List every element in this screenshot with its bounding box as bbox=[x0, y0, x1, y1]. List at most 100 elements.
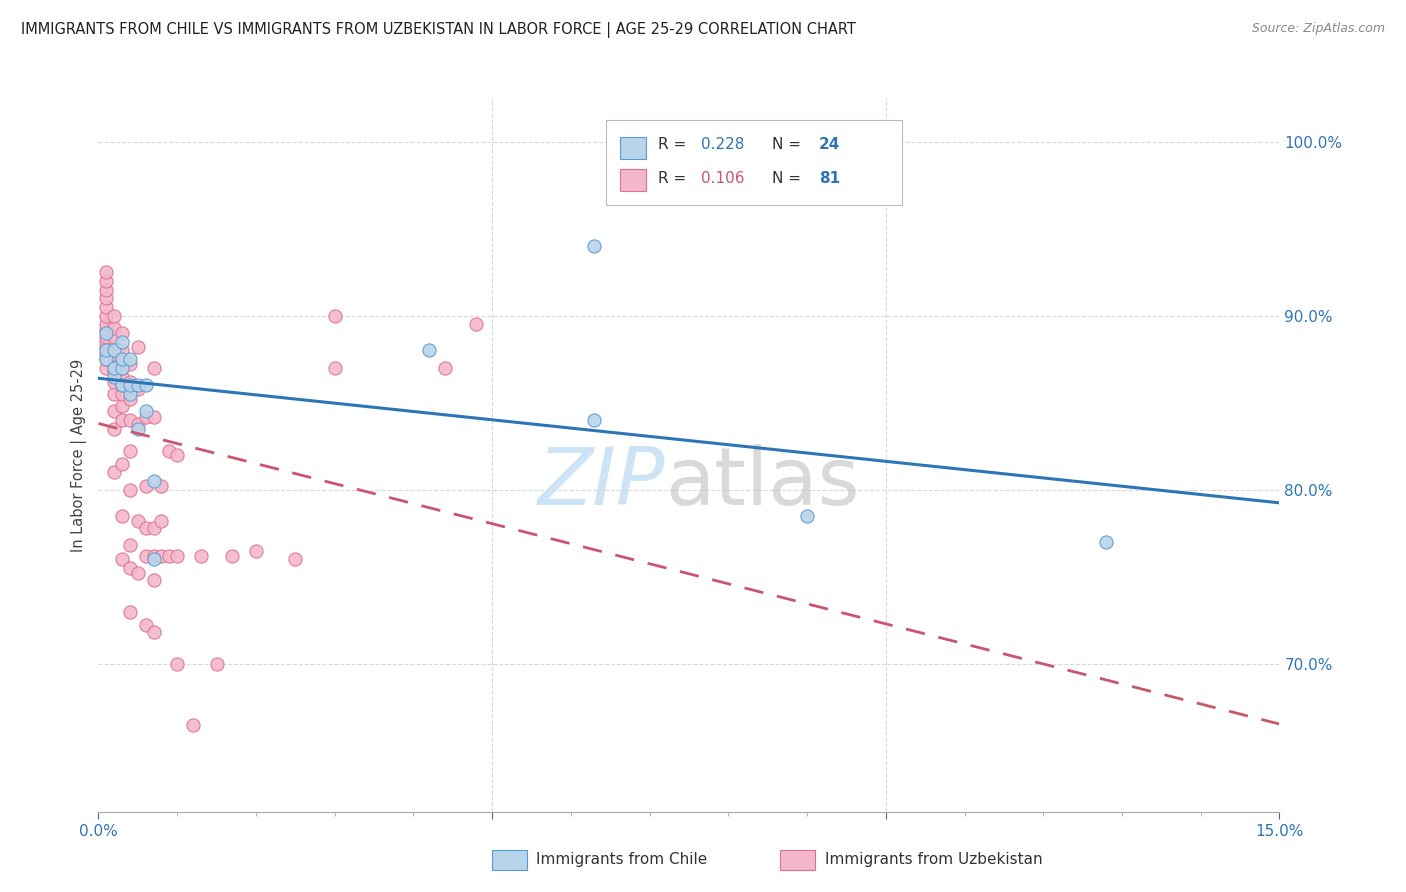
Point bbox=[245, 543, 267, 558]
Text: R =: R = bbox=[658, 170, 692, 186]
Point bbox=[127, 514, 149, 528]
Point bbox=[433, 360, 456, 375]
Point bbox=[142, 521, 165, 535]
Point bbox=[103, 347, 125, 361]
Point bbox=[111, 387, 134, 401]
Point bbox=[118, 444, 141, 458]
Point bbox=[103, 466, 125, 480]
Point bbox=[103, 329, 125, 343]
Point bbox=[111, 352, 134, 367]
Text: 0.228: 0.228 bbox=[700, 137, 744, 152]
Text: N =: N = bbox=[772, 170, 806, 186]
Point bbox=[166, 549, 188, 563]
Point bbox=[323, 309, 346, 323]
Point bbox=[1095, 535, 1118, 549]
Point bbox=[796, 508, 818, 523]
Point bbox=[135, 409, 157, 424]
Point bbox=[118, 392, 141, 407]
Point bbox=[142, 360, 165, 375]
Point bbox=[111, 369, 134, 384]
Point bbox=[96, 347, 118, 361]
Point bbox=[103, 375, 125, 389]
Point bbox=[118, 375, 141, 389]
Point bbox=[150, 549, 173, 563]
Point bbox=[284, 552, 307, 566]
Point bbox=[127, 566, 149, 581]
Point bbox=[127, 378, 149, 392]
Point bbox=[103, 309, 125, 323]
Text: 81: 81 bbox=[818, 170, 839, 186]
Point bbox=[103, 360, 125, 375]
Text: R =: R = bbox=[658, 137, 692, 152]
Point bbox=[118, 387, 141, 401]
Point bbox=[111, 326, 134, 340]
Text: Immigrants from Chile: Immigrants from Chile bbox=[536, 853, 707, 867]
Point bbox=[142, 549, 165, 563]
Bar bbox=[620, 136, 647, 159]
Point bbox=[135, 479, 157, 493]
Point bbox=[127, 382, 149, 396]
Point bbox=[118, 358, 141, 372]
Point bbox=[96, 343, 118, 358]
Point bbox=[96, 291, 118, 305]
Text: 24: 24 bbox=[818, 137, 841, 152]
Point bbox=[96, 329, 118, 343]
Point bbox=[127, 417, 149, 431]
Point bbox=[142, 625, 165, 640]
Point bbox=[111, 552, 134, 566]
Point bbox=[323, 360, 346, 375]
Point bbox=[205, 657, 228, 671]
Point bbox=[127, 422, 149, 436]
Point bbox=[103, 343, 125, 358]
Point bbox=[118, 605, 141, 619]
Bar bbox=[620, 169, 647, 191]
Point bbox=[111, 413, 134, 427]
Point bbox=[96, 326, 118, 340]
Point bbox=[465, 318, 488, 332]
Point bbox=[135, 549, 157, 563]
Point bbox=[221, 549, 243, 563]
Point bbox=[181, 717, 204, 731]
Text: 0.106: 0.106 bbox=[700, 170, 744, 186]
Point bbox=[96, 334, 118, 349]
Point bbox=[118, 413, 141, 427]
Point bbox=[103, 422, 125, 436]
Point bbox=[118, 538, 141, 552]
Point bbox=[111, 343, 134, 358]
Point bbox=[157, 549, 180, 563]
Point bbox=[142, 573, 165, 587]
Point bbox=[142, 552, 165, 566]
Point bbox=[96, 352, 118, 367]
Point bbox=[103, 364, 125, 378]
Point bbox=[118, 483, 141, 497]
Point bbox=[418, 343, 440, 358]
Point bbox=[157, 444, 180, 458]
Point bbox=[111, 457, 134, 471]
Point bbox=[118, 352, 141, 367]
Point bbox=[96, 265, 118, 279]
FancyBboxPatch shape bbox=[606, 120, 901, 205]
Point bbox=[111, 399, 134, 413]
Point bbox=[135, 618, 157, 632]
Point bbox=[103, 387, 125, 401]
Point bbox=[166, 657, 188, 671]
Point bbox=[142, 409, 165, 424]
Point bbox=[96, 323, 118, 337]
Point bbox=[135, 378, 157, 392]
Point bbox=[96, 318, 118, 332]
Point bbox=[190, 549, 212, 563]
Point bbox=[96, 300, 118, 314]
Text: IMMIGRANTS FROM CHILE VS IMMIGRANTS FROM UZBEKISTAN IN LABOR FORCE | AGE 25-29 C: IMMIGRANTS FROM CHILE VS IMMIGRANTS FROM… bbox=[21, 22, 856, 38]
Point bbox=[96, 309, 118, 323]
Point bbox=[111, 508, 134, 523]
Point bbox=[111, 378, 134, 392]
Point bbox=[166, 448, 188, 462]
Point bbox=[111, 360, 134, 375]
Text: atlas: atlas bbox=[665, 444, 859, 523]
Y-axis label: In Labor Force | Age 25-29: In Labor Force | Age 25-29 bbox=[72, 359, 87, 551]
Point bbox=[118, 378, 141, 392]
Point bbox=[118, 561, 141, 575]
Point bbox=[103, 369, 125, 384]
Text: Immigrants from Uzbekistan: Immigrants from Uzbekistan bbox=[825, 853, 1043, 867]
Point bbox=[96, 274, 118, 288]
